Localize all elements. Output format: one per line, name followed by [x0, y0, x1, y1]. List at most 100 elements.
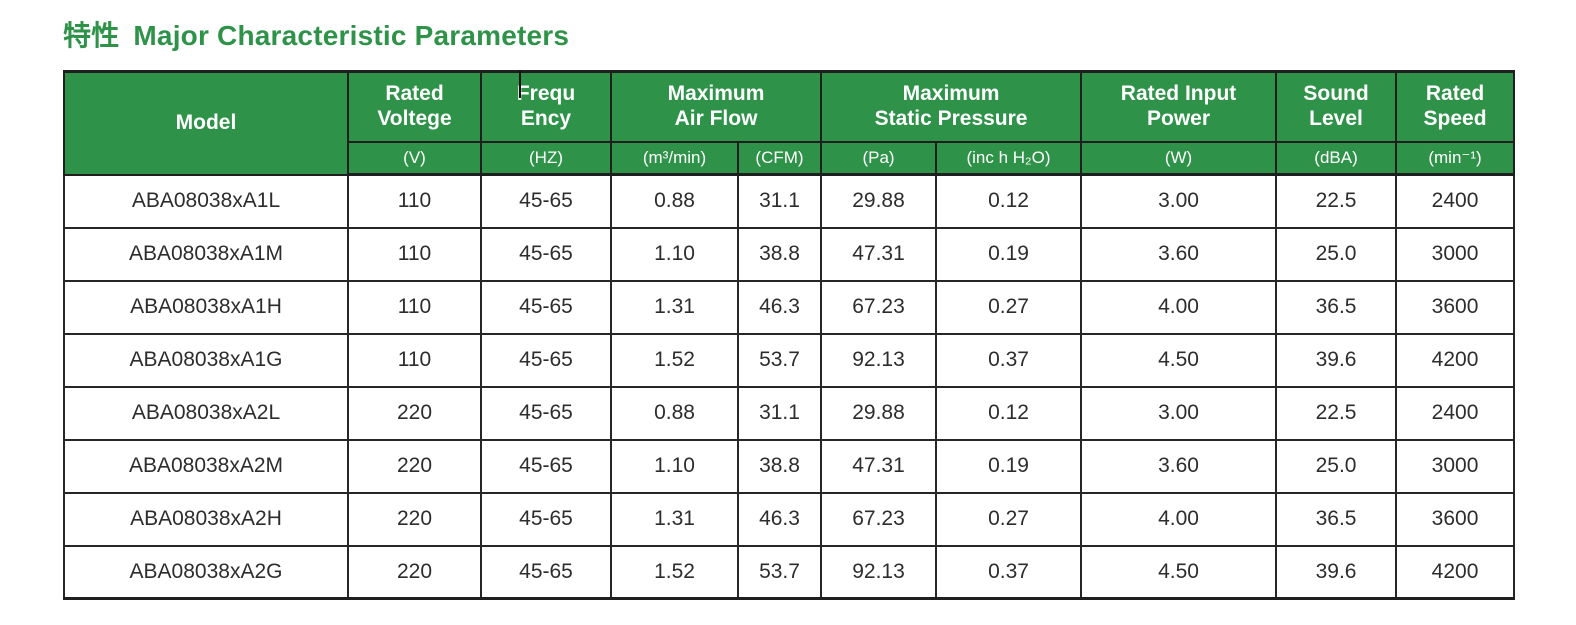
- value-cell: 3.60: [1080, 438, 1278, 494]
- header-label: Power: [1147, 106, 1211, 130]
- parameters-table: Model Rated Voltege Frequ Ency Maximum A…: [63, 70, 1516, 600]
- value-cell: 29.88: [820, 385, 938, 441]
- value-cell: 29.88: [820, 173, 938, 229]
- value-cell: 47.31: [820, 438, 938, 494]
- value-cell: 1.10: [610, 438, 739, 494]
- table-row: ABA08038xA2H 220 45-65 1.31 46.3 67.23 0.27 4.0…: [63, 491, 1516, 547]
- header-label: Model: [175, 111, 237, 135]
- unit-header-w: (W): [1080, 140, 1278, 176]
- value-cell: 45-65: [480, 491, 612, 547]
- model-cell: ABA08038xA1G: [63, 332, 349, 388]
- model-cell: ABA08038xA1H: [63, 279, 349, 335]
- header-label: Maximum: [902, 82, 1000, 106]
- value-cell: 36.5: [1275, 491, 1398, 547]
- value-cell: 1.52: [610, 332, 739, 388]
- value-cell: 0.12: [935, 385, 1083, 441]
- header-label: Rated: [1425, 82, 1485, 106]
- value-cell: 4.50: [1080, 544, 1278, 600]
- value-cell: 0.19: [935, 226, 1083, 282]
- table-row: ABA08038xA1H 110 45-65 1.31 46.3 67.23 0.27 4.0…: [63, 279, 1516, 335]
- value-cell: 4.00: [1080, 491, 1278, 547]
- header-label: Rated: [385, 82, 444, 106]
- unit-header-min: (min⁻¹): [1395, 140, 1516, 176]
- column-header-max-air-flow: Maximum Air Flow: [609, 70, 823, 143]
- table-row: ABA08038xA1L 110 45-65 0.88 31.1 29.88 0.12 3.0…: [63, 173, 1516, 229]
- unit-header-dba: (dBA): [1275, 140, 1398, 176]
- value-cell: 45-65: [480, 438, 612, 494]
- unit-header-m3min: (m³/min): [610, 140, 739, 176]
- value-cell: 46.3: [736, 491, 823, 547]
- value-cell: 1.52: [610, 544, 739, 600]
- column-header-rated-speed: Rated Speed: [1395, 70, 1516, 143]
- value-cell: 4200: [1395, 544, 1516, 600]
- value-cell: 4.50: [1080, 332, 1278, 388]
- value-cell: 45-65: [480, 173, 612, 229]
- header-label: Maximum: [667, 82, 765, 106]
- value-cell: 67.23: [820, 279, 938, 335]
- model-cell: ABA08038xA1L: [63, 173, 349, 229]
- unit-header-cfm: (CFM): [736, 140, 823, 176]
- value-cell: 0.88: [610, 173, 739, 229]
- table-row: ABA08038xA2L 220 45-65 0.88 31.1 29.88 0.12 3.0…: [63, 385, 1516, 441]
- value-cell: 0.37: [935, 544, 1083, 600]
- page-title: 特性 Major Characteristic Parameters: [63, 14, 569, 54]
- value-cell: 45-65: [480, 332, 612, 388]
- value-cell: 92.13: [820, 544, 938, 600]
- column-header-max-static-pressure: Maximum Static Pressure: [820, 70, 1083, 143]
- value-cell: 92.13: [820, 332, 938, 388]
- value-cell: 110: [347, 173, 482, 229]
- model-cell: ABA08038xA2M: [63, 438, 349, 494]
- value-cell: 3.00: [1080, 173, 1278, 229]
- value-cell: 2400: [1395, 173, 1516, 229]
- value-cell: 38.8: [736, 226, 823, 282]
- header-row-units: (V) (HZ) (m³/min) (CFM) (Pa) (inc h H₂O)…: [64, 140, 1516, 176]
- column-header-rated-input-power: Rated Input Power: [1080, 70, 1278, 143]
- value-cell: 25.0: [1275, 438, 1398, 494]
- value-cell: 3.60: [1080, 226, 1278, 282]
- header-label: Voltege: [377, 106, 452, 130]
- value-cell: 220: [347, 385, 482, 441]
- value-cell: 0.27: [935, 279, 1083, 335]
- value-cell: 0.27: [935, 491, 1083, 547]
- header-label: Frequ: [516, 82, 576, 106]
- value-cell: 110: [347, 279, 482, 335]
- table-row: ABA08038xA2G 220 45-65 1.52 53.7 92.13 0.37 4.5…: [63, 544, 1516, 600]
- table-row: ABA08038xA1G 110 45-65 1.52 53.7 92.13 0.37 4.5…: [63, 332, 1516, 388]
- value-cell: 39.6: [1275, 544, 1398, 600]
- value-cell: 110: [347, 226, 482, 282]
- value-cell: 0.19: [935, 438, 1083, 494]
- value-cell: 1.10: [610, 226, 739, 282]
- page-title-cjk: 特性: [63, 20, 120, 51]
- value-cell: 36.5: [1275, 279, 1398, 335]
- value-cell: 2400: [1395, 385, 1516, 441]
- value-cell: 22.5: [1275, 173, 1398, 229]
- value-cell: 25.0: [1275, 226, 1398, 282]
- value-cell: 1.31: [610, 491, 739, 547]
- value-cell: 3600: [1395, 279, 1516, 335]
- unit-header-hz: (HZ): [480, 140, 612, 176]
- header-label: Air Flow: [674, 106, 758, 130]
- value-cell: 45-65: [480, 385, 612, 441]
- value-cell: 110: [347, 332, 482, 388]
- model-cell: ABA08038xA2H: [63, 491, 349, 547]
- header-label: Rated Input: [1120, 82, 1237, 106]
- header-label: Speed: [1423, 106, 1487, 130]
- table-body: ABA08038xA1L 110 45-65 0.88 31.1 29.88 0.12 3.0…: [63, 173, 1516, 600]
- column-header-model: Model: [63, 70, 349, 176]
- model-cell: ABA08038xA1M: [63, 226, 349, 282]
- value-cell: 67.23: [820, 491, 938, 547]
- unit-header-pa: (Pa): [820, 140, 938, 176]
- header-label: Sound: [1303, 82, 1369, 106]
- unit-header-v: (V): [347, 140, 482, 176]
- value-cell: 0.37: [935, 332, 1083, 388]
- value-cell: 45-65: [480, 279, 612, 335]
- value-cell: 45-65: [480, 226, 612, 282]
- header-label: Level: [1309, 106, 1363, 130]
- value-cell: 31.1: [736, 385, 823, 441]
- table-row: ABA08038xA2M 220 45-65 1.10 38.8 47.31 0.19 3.6…: [63, 438, 1516, 494]
- unit-header-inch-h2o: (inc h H₂O): [935, 140, 1083, 176]
- value-cell: 46.3: [736, 279, 823, 335]
- value-cell: 0.88: [610, 385, 739, 441]
- column-header-frequency: Frequ Ency: [480, 70, 612, 143]
- value-cell: 39.6: [1275, 332, 1398, 388]
